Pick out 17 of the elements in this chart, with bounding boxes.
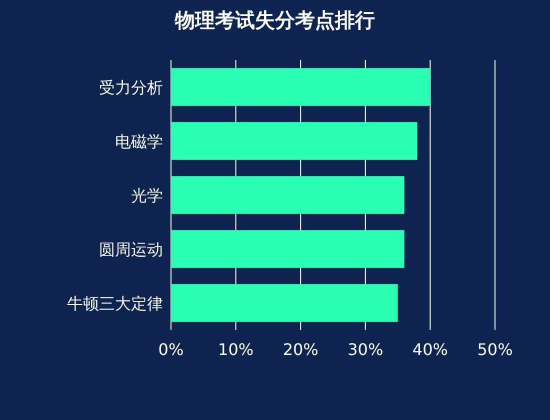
bar bbox=[171, 176, 404, 214]
x-tick-label: 40% bbox=[412, 340, 448, 359]
x-tick-label: 20% bbox=[282, 340, 318, 359]
y-tick-label: 光学 bbox=[131, 186, 163, 205]
bar bbox=[171, 122, 418, 160]
y-tick-label: 电磁学 bbox=[115, 132, 163, 151]
bar bbox=[171, 68, 430, 106]
bar bbox=[171, 284, 398, 322]
y-tick-label: 圆周运动 bbox=[99, 240, 163, 259]
bar bbox=[171, 230, 404, 268]
chart-title: 物理考试失分考点排行 bbox=[174, 8, 375, 32]
x-tick-label: 30% bbox=[348, 340, 384, 359]
x-tick-label: 50% bbox=[477, 340, 513, 359]
x-tick-label: 10% bbox=[218, 340, 254, 359]
y-tick-label: 受力分析 bbox=[99, 78, 163, 97]
y-tick-label: 牛顿三大定律 bbox=[67, 294, 163, 313]
x-tick-label: 0% bbox=[158, 340, 184, 359]
